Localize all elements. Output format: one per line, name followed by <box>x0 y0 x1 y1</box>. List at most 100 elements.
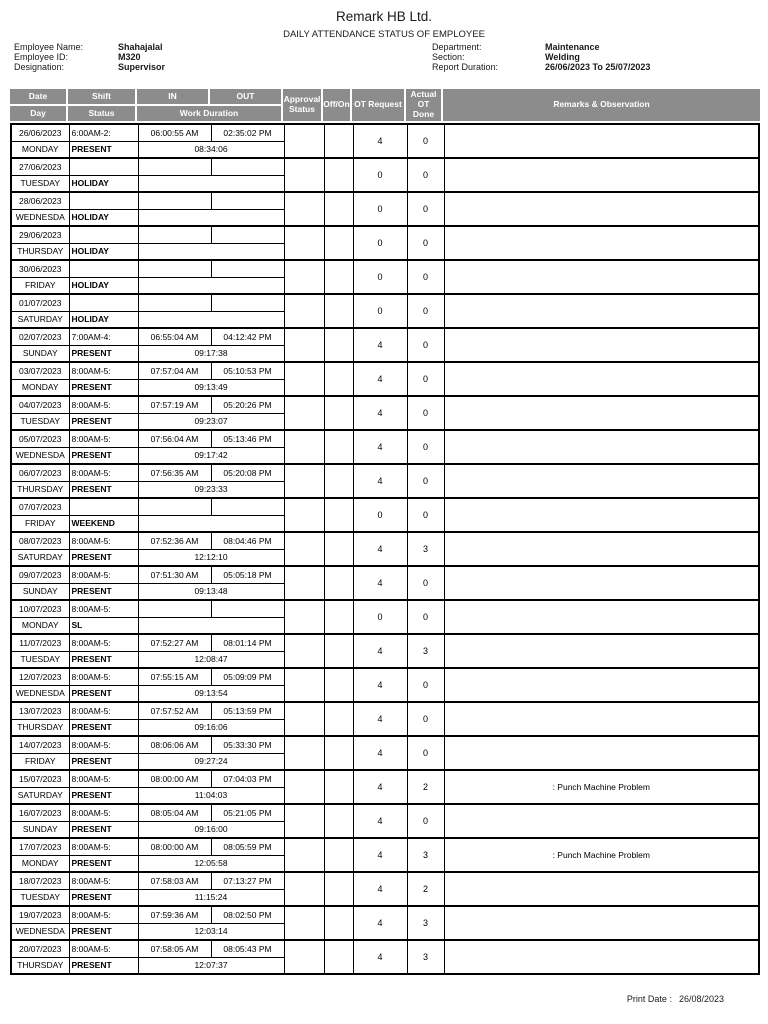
work-duration-cell: 12:03:14 <box>137 922 285 941</box>
date-cell: 20/07/2023 <box>10 939 70 958</box>
entry-date-row: 05/07/2023 8:00AM-5: 07:56:04 AM 05:13:46 P… <box>10 429 760 465</box>
shift-cell: 8:00AM-5: <box>68 701 139 720</box>
entry-date-row: 26/06/2023 6:00AM-2: 06:00:55 AM 02:35:02 P… <box>10 123 760 159</box>
entry-day-row: SUNDAY PRESENT 09:16:00 <box>10 820 759 839</box>
attendance-entry: 11/07/2023 8:00AM-5: 07:52:27 AM 08:01:14 P… <box>10 633 760 669</box>
out-time-cell <box>210 157 285 176</box>
entry-date-row: 18/07/2023 8:00AM-5: 07:58:03 AM 07:13:27 P… <box>10 871 760 907</box>
remarks-cell <box>443 565 760 601</box>
header-remarks: Remarks & Observation <box>443 89 760 121</box>
shift-cell: 6:00AM-2: <box>68 123 139 142</box>
entry-date-row: 27/06/2023 0 0 <box>10 157 760 193</box>
out-time-cell: 08:05:59 PM <box>210 837 285 856</box>
out-time-cell: 02:35:02 PM <box>210 123 285 142</box>
entry-date-row: 09/07/2023 8:00AM-5: 07:51:30 AM 05:05:18 P… <box>10 565 760 601</box>
attendance-entry: 28/06/2023 0 0 WEDNESDA HOLIDAY <box>10 191 760 227</box>
status-cell: PRESENT <box>68 718 139 737</box>
work-duration-cell: 09:23:33 <box>137 480 285 499</box>
date-cell: 02/07/2023 <box>10 327 70 346</box>
actual-ot-cell: 3 <box>406 905 445 941</box>
section-row: Section: Welding <box>432 52 762 62</box>
day-cell: SUNDAY <box>10 344 70 363</box>
work-duration-cell: 09:13:48 <box>137 582 285 601</box>
section-label: Section: <box>432 52 465 62</box>
remarks-cell: : Punch Machine Problem <box>443 769 760 805</box>
out-time-cell <box>210 259 285 278</box>
work-duration-cell: 11:15:24 <box>137 888 285 907</box>
header-out: OUT <box>210 89 281 104</box>
report-duration-value: 26/06/2023 To 25/07/2023 <box>545 62 651 72</box>
date-cell: 16/07/2023 <box>10 803 70 822</box>
off-on-cell <box>323 837 354 873</box>
approval-status-cell <box>283 939 325 975</box>
work-duration-cell: 09:13:49 <box>137 378 285 397</box>
ot-request-cell: 0 <box>352 497 408 533</box>
ot-request-cell: 4 <box>352 327 408 363</box>
status-cell: WEEKEND <box>68 514 139 533</box>
ot-request-cell: 4 <box>352 735 408 771</box>
approval-status-cell <box>283 497 325 533</box>
shift-cell: 8:00AM-5: <box>68 905 139 924</box>
status-cell: HOLIDAY <box>68 174 139 193</box>
in-time-cell: 07:57:19 AM <box>137 395 212 414</box>
entry-day-row: SUNDAY PRESENT 09:13:48 <box>10 582 759 601</box>
department-value: Maintenance <box>545 42 600 52</box>
entry-date-row: 03/07/2023 8:00AM-5: 07:57:04 AM 05:10:53 P… <box>10 361 760 397</box>
entry-date-row: 04/07/2023 8:00AM-5: 07:57:19 AM 05:20:26 P… <box>10 395 760 431</box>
out-time-cell: 07:13:27 PM <box>210 871 285 890</box>
approval-status-cell <box>283 429 325 465</box>
remarks-cell <box>443 327 760 363</box>
off-on-cell <box>323 191 354 227</box>
out-time-cell: 08:05:43 PM <box>210 939 285 958</box>
approval-status-cell <box>283 191 325 227</box>
print-date-label: Print Date : <box>626 994 672 1004</box>
actual-ot-cell: 3 <box>406 837 445 873</box>
entry-day-row: MONDAY PRESENT 09:13:49 <box>10 378 759 397</box>
day-cell: THURSDAY <box>10 480 70 499</box>
attendance-entry: 18/07/2023 8:00AM-5: 07:58:03 AM 07:13:27 P… <box>10 871 760 907</box>
day-cell: FRIDAY <box>10 276 70 295</box>
actual-ot-cell: 0 <box>406 735 445 771</box>
entry-day-row: SATURDAY PRESENT 12:12:10 <box>10 548 759 567</box>
day-cell: WEDNESDA <box>10 684 70 703</box>
approval-status-cell <box>283 871 325 907</box>
off-on-cell <box>323 327 354 363</box>
status-cell: PRESENT <box>68 140 139 159</box>
actual-ot-cell: 0 <box>406 327 445 363</box>
entry-day-row: TUESDAY PRESENT 09:23:07 <box>10 412 759 431</box>
day-cell: SUNDAY <box>10 582 70 601</box>
actual-ot-cell: 0 <box>406 803 445 839</box>
approval-status-cell <box>283 633 325 669</box>
status-cell: PRESENT <box>68 922 139 941</box>
day-cell: MONDAY <box>10 854 70 873</box>
off-on-cell <box>323 225 354 261</box>
date-cell: 09/07/2023 <box>10 565 70 584</box>
status-cell: PRESENT <box>68 378 139 397</box>
remarks-cell <box>443 735 760 771</box>
status-cell: HOLIDAY <box>68 276 139 295</box>
work-duration-cell <box>137 174 285 193</box>
in-time-cell: 07:56:04 AM <box>137 429 212 448</box>
approval-status-cell <box>283 667 325 703</box>
work-duration-cell <box>137 276 285 295</box>
attendance-entry: 16/07/2023 8:00AM-5: 08:05:04 AM 05:21:05 P… <box>10 803 760 839</box>
work-duration-cell: 11:04:03 <box>137 786 285 805</box>
work-duration-cell: 09:17:38 <box>137 344 285 363</box>
in-time-cell: 07:57:04 AM <box>137 361 212 380</box>
in-time-cell <box>137 293 212 312</box>
shift-cell: 8:00AM-5: <box>68 667 139 686</box>
entry-date-row: 08/07/2023 8:00AM-5: 07:52:36 AM 08:04:46 P… <box>10 531 760 567</box>
in-time-cell <box>137 599 212 618</box>
approval-status-cell <box>283 701 325 737</box>
ot-request-cell: 0 <box>352 191 408 227</box>
status-cell: PRESENT <box>68 854 139 873</box>
actual-ot-cell: 0 <box>406 361 445 397</box>
work-duration-cell: 09:23:07 <box>137 412 285 431</box>
actual-ot-cell: 0 <box>406 463 445 499</box>
in-time-cell: 07:52:27 AM <box>137 633 212 652</box>
actual-ot-cell: 3 <box>406 633 445 669</box>
date-cell: 15/07/2023 <box>10 769 70 788</box>
status-cell: PRESENT <box>68 650 139 669</box>
entry-day-row: FRIDAY WEEKEND <box>10 514 759 533</box>
day-cell: TUESDAY <box>10 650 70 669</box>
